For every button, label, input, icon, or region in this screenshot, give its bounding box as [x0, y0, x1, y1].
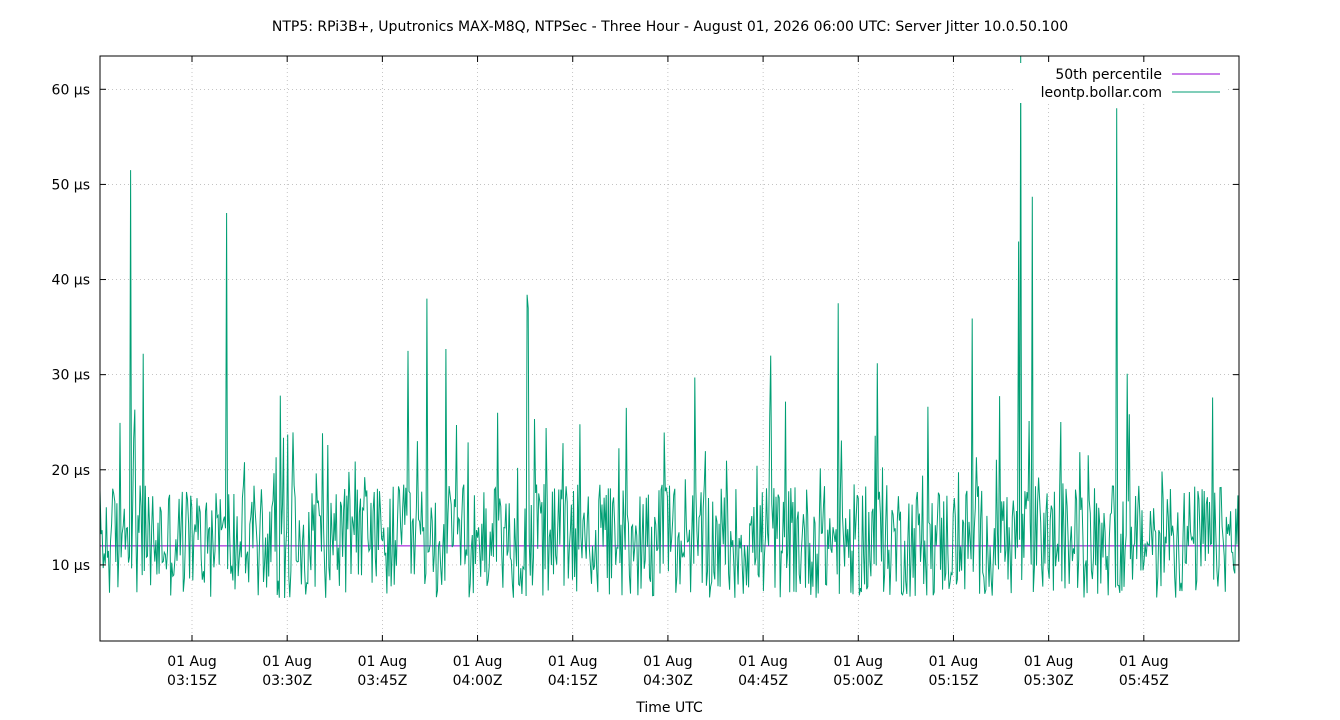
y-tick-label: 30 µs [52, 368, 90, 384]
x-tick-label: 05:15Z [928, 673, 978, 689]
x-tick-label: 01 Aug [833, 654, 883, 670]
x-tick-label: 03:15Z [167, 673, 217, 689]
x-tick-label: 03:45Z [357, 673, 407, 689]
y-tick-label: 50 µs [52, 177, 90, 193]
x-tick-label: 03:30Z [262, 673, 312, 689]
y-tick-label: 10 µs [52, 558, 90, 574]
y-tick-label: 40 µs [52, 273, 90, 289]
x-tick-label: 04:45Z [738, 673, 788, 689]
x-tick-label: 04:00Z [453, 673, 503, 689]
x-axis: 01 Aug 03:15Z 01 Aug 03:30Z 01 Aug 03:45Z 01 A… [167, 56, 1169, 689]
plot-frame [99, 55, 1240, 642]
jitter-series-line [100, 56, 1239, 599]
legend-label: leontp.bollar.com [1041, 85, 1162, 101]
x-tick-label: 01 Aug [167, 654, 217, 670]
x-tick-label: 04:30Z [643, 673, 693, 689]
x-tick-label: 01 Aug [643, 654, 693, 670]
series-layer [100, 56, 1239, 599]
x-tick-label: 01 Aug [453, 654, 503, 670]
y-tick-label: 20 µs [52, 463, 90, 479]
x-tick-label: 01 Aug [929, 654, 979, 670]
x-tick-label: 05:30Z [1024, 673, 1074, 689]
x-tick-label: 01 Aug [1119, 654, 1169, 670]
x-tick-label: 01 Aug [262, 654, 312, 670]
x-tick-label: 05:00Z [833, 673, 883, 689]
y-tick-label: 60 µs [52, 82, 90, 98]
x-tick-label: 04:15Z [548, 673, 598, 689]
x-tick-label: 01 Aug [1024, 654, 1074, 670]
x-axis-label: Time UTC [635, 700, 703, 716]
x-tick-label: 01 Aug [738, 654, 788, 670]
x-tick-label: 05:45Z [1119, 673, 1169, 689]
y-axis: 10 µs 20 µs 30 µs 40 µs 50 µs 60 µs [52, 82, 1239, 574]
grid-lines [100, 56, 1239, 641]
legend: 50th percentile leontp.bollar.com [1016, 63, 1228, 103]
legend-label: 50th percentile [1055, 67, 1162, 83]
legend-background [1016, 63, 1228, 103]
chart-title: NTP5: RPi3B+, Uputronics MAX-M8Q, NTPSec… [271, 19, 1069, 35]
x-tick-label: 01 Aug [358, 654, 408, 670]
x-tick-label: 01 Aug [548, 654, 598, 670]
